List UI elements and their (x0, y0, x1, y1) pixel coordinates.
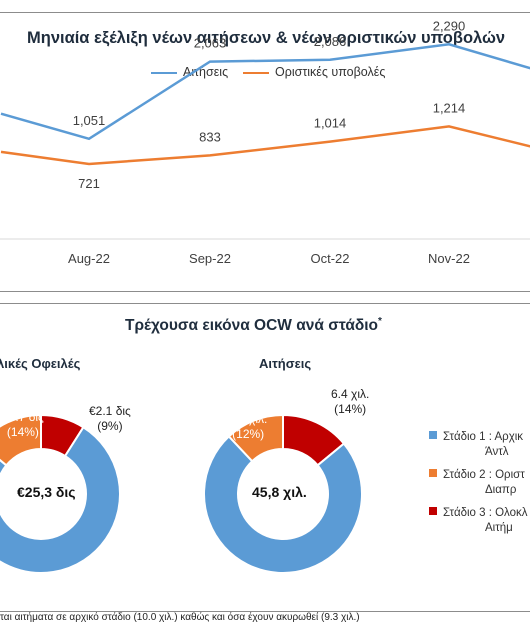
debts-donut (0, 413, 121, 574)
data-label-applications: 1,051 (73, 113, 106, 128)
line-chart-panel: Μηνιαία εξέλιξη νέων αιτήσεων & νέων ορι… (0, 12, 530, 292)
debts-slice-stage2 (0, 413, 42, 467)
pie-legend-stage2: Στάδιο 2 : Οριστ Διαπρ (429, 468, 525, 498)
ocw-title: Τρέχουσα εικόνα OCW ανά στάδιο* (125, 316, 382, 335)
data-label-submissions: 833 (199, 129, 221, 144)
series-line-submissions (0, 125, 530, 166)
donut-charts (0, 413, 363, 574)
x-tick-label: Oct-22 (310, 251, 349, 266)
applications-chart-title: Αιτήσεις (259, 356, 312, 371)
applications-slice-label-stage1: 33.9 χιλ. (74%) (285, 576, 330, 605)
applications-slice-stage2 (227, 413, 284, 463)
debts-slice-label-stage3: €2.1 δις (9%) (89, 404, 131, 433)
ocw-title-footnote-mark: * (378, 316, 382, 327)
debts-slice-stage1 (0, 425, 121, 574)
debts-slice-label-stage2: €3.7 δις (14%) (2, 410, 44, 439)
legend-label-submissions: Οριστικές υποβολές (275, 65, 386, 79)
debts-slice-label-stage1: €19.5 δις (77%) (21, 576, 70, 605)
pie-legend-swatch-stage2 (429, 469, 437, 477)
legend-swatch-applications (151, 71, 177, 74)
x-tick-label: Aug-22 (68, 251, 110, 266)
pie-legend-swatch-stage3 (429, 507, 437, 515)
debts-donut-center: €25,3 δις (17, 484, 76, 500)
applications-slice-label-stage2: 5.5 χιλ. (12%) (229, 412, 268, 441)
legend-item-applications: Αιτήσεις (151, 65, 228, 79)
applications-slice-stage1 (203, 434, 363, 574)
pie-legend-stage3: Στάδιο 3 : Ολοκλ Αιτήμ (429, 506, 528, 536)
line-chart-title: Μηνιαία εξέλιξη νέων αιτήσεων & νέων ορι… (27, 29, 506, 47)
footnote: ται αιτήματα σε αρχικό στάδιο (10.0 χιλ.… (0, 612, 360, 623)
data-label-submissions: 1,014 (314, 116, 347, 131)
data-label-submissions: 721 (78, 176, 100, 191)
applications-donut (203, 413, 363, 574)
applications-slice-label-stage3: 6.4 χιλ. (14%) (331, 387, 370, 416)
data-label-applications: 2,290 (433, 18, 466, 33)
pie-legend-stage1: Στάδιο 1 : Αρχικ Άντλ (429, 430, 523, 460)
line-chart-plot: 1,051 2,063 2,086 2,290 721 833 1,014 1,214 Au… (0, 18, 530, 266)
applications-donut-center: 45,8 χιλ. (252, 484, 307, 500)
legend-item-submissions: Οριστικές υποβολές (243, 65, 385, 79)
debts-chart-title: λικές Οφειλές (0, 356, 81, 371)
data-label-submissions: 1,214 (433, 100, 466, 115)
data-label-applications: 2,086 (314, 34, 347, 49)
legend-swatch-submissions (243, 71, 269, 74)
ocw-panel: Τρέχουσα εικόνα OCW ανά στάδιο* λικές Οφ… (0, 303, 530, 612)
ocw-title-text: Τρέχουσα εικόνα OCW ανά στάδιο (125, 317, 379, 335)
data-label-applications: 2,063 (194, 36, 227, 51)
x-tick-label: Sep-22 (189, 251, 231, 266)
legend-label-applications: Αιτήσεις (183, 65, 229, 79)
x-tick-label: Nov-22 (428, 251, 470, 266)
pie-legend-swatch-stage1 (429, 431, 437, 439)
series-line-applications (0, 43, 530, 141)
